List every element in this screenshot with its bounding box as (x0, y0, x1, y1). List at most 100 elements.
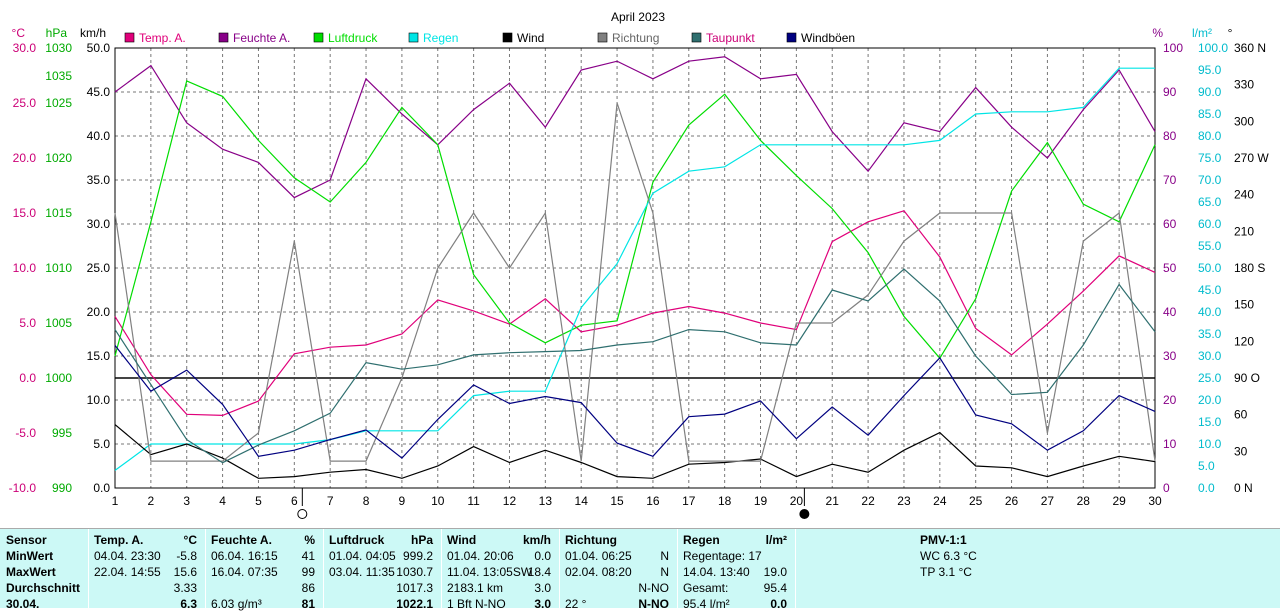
table-cell: 1022.1 (396, 597, 433, 611)
tick-label-rain_lm2: 80.0 (1198, 129, 1222, 143)
chart-title: April 2023 (611, 10, 665, 24)
table-cell: Gesamt: (683, 581, 729, 595)
tick-label-temp_c: 20.0 (13, 151, 37, 165)
tick-label-x: 9 (399, 494, 406, 508)
tick-label-x: 22 (861, 494, 875, 508)
table-cell: 16.04. 07:35 (211, 565, 278, 579)
table-cell: MinWert (6, 549, 54, 563)
tick-label-pressure_hpa: 1000 (45, 371, 72, 385)
axis-unit-rain_lm2: l/m² (1192, 26, 1212, 40)
tick-label-rain_lm2: 30.0 (1198, 349, 1222, 363)
tick-label-pressure_hpa: 1030 (45, 41, 72, 55)
tick-label-x: 28 (1077, 494, 1091, 508)
tick-label-rain_lm2: 85.0 (1198, 107, 1222, 121)
tick-label-x: 5 (255, 494, 262, 508)
tick-label-rain_lm2: 20.0 (1198, 393, 1222, 407)
tick-label-direction_deg: 240 (1234, 188, 1254, 202)
tick-label-x: 16 (646, 494, 660, 508)
tick-label-direction_deg: 0 N (1234, 481, 1253, 495)
table-cell: N (660, 565, 669, 579)
tick-label-x: 26 (1005, 494, 1019, 508)
tick-label-rain_lm2: 60.0 (1198, 217, 1222, 231)
series-line-4 (114, 424, 1156, 479)
tick-label-pressure_hpa: 1025 (45, 96, 72, 110)
table-cell: MaxWert (6, 565, 56, 579)
tick-label-direction_deg: 360 N (1234, 41, 1266, 55)
tick-label-speed_kmh: 5.0 (93, 437, 110, 451)
legend-label-6: Taupunkt (706, 31, 755, 45)
legend-swatch-4 (502, 32, 513, 43)
table-column-separator (441, 529, 442, 608)
table-column-separator (88, 529, 89, 608)
tick-label-percent: 40 (1163, 305, 1177, 319)
table-cell: 11.04. 13:05SW (447, 565, 533, 579)
tick-label-rain_lm2: 15.0 (1198, 415, 1222, 429)
tick-label-direction_deg: 270 W (1234, 151, 1269, 165)
legend-swatch-6 (691, 32, 702, 43)
tick-label-direction_deg: 300 (1234, 114, 1254, 128)
table-cell: 30.04. (6, 597, 40, 611)
table-cell: l/m² (765, 533, 787, 547)
legend-label-4: Wind (517, 31, 544, 45)
table-cell: Temp. A. (94, 533, 144, 547)
tick-label-pressure_hpa: 995 (52, 426, 72, 440)
weather-chart: April 2023°C hPa km/h% l/m² °30.025.020.015.… (9, 10, 1269, 519)
tick-label-rain_lm2: 40.0 (1198, 305, 1222, 319)
tick-label-x: 30 (1148, 494, 1162, 508)
table-cell: 999.2 (402, 549, 433, 563)
tick-label-rain_lm2: 90.0 (1198, 85, 1222, 99)
table-cell: 0.0 (534, 549, 551, 563)
new-moon-icon (799, 509, 810, 519)
series-line-0 (114, 210, 1156, 417)
table-cell: 0.0 (770, 597, 787, 611)
tick-label-temp_c: 15.0 (13, 206, 37, 220)
tick-label-percent: 50 (1163, 261, 1177, 275)
tick-label-x: 8 (363, 494, 370, 508)
tick-label-x: 11 (467, 494, 480, 508)
tick-label-x: 24 (933, 494, 947, 508)
table-cell: Richtung (565, 533, 617, 547)
table-cell: 95.4 (763, 581, 787, 595)
tick-label-speed_kmh: 20.0 (87, 305, 111, 319)
tick-label-speed_kmh: 45.0 (87, 85, 111, 99)
table-cell: Sensor (6, 533, 47, 547)
tick-label-x: 20 (790, 494, 804, 508)
table-cell: 1030.7 (396, 565, 433, 579)
table-cell: 03.04. 11:35 (329, 565, 395, 579)
legend-swatch-0 (124, 32, 135, 43)
table-cell: 3.0 (534, 597, 551, 611)
table-cell: N (660, 549, 669, 563)
table-cell: 02.04. 08:20 (565, 565, 632, 579)
table-cell: N-NO (638, 581, 669, 595)
tick-label-x: 12 (503, 494, 517, 508)
plot-frame (114, 47, 1156, 489)
tick-label-percent: 10 (1163, 437, 1177, 451)
legend-label-2: Luftdruck (328, 31, 378, 45)
tick-label-rain_lm2: 55.0 (1198, 239, 1222, 253)
tick-label-x: 1 (112, 494, 119, 508)
table-cell: -5.8 (176, 549, 197, 563)
table-cell: 01.04. 06:25 (565, 549, 632, 563)
table-cell: Regentage: 17 (683, 549, 762, 563)
table-cell: % (304, 533, 315, 547)
tick-label-x: 23 (897, 494, 911, 508)
series-line-7 (114, 345, 1156, 459)
legend-swatch-3 (408, 32, 419, 43)
legend-label-7: Windböen (801, 31, 855, 45)
tick-label-direction_deg: 120 (1234, 334, 1254, 348)
legend-swatch-2 (313, 32, 324, 43)
table-cell: Regen (683, 533, 720, 547)
tick-label-rain_lm2: 75.0 (1198, 151, 1222, 165)
tick-label-direction_deg: 330 (1234, 78, 1254, 92)
tick-label-rain_lm2: 35.0 (1198, 327, 1222, 341)
table-column-separator (323, 529, 324, 608)
tick-label-speed_kmh: 0.0 (93, 481, 110, 495)
tick-label-speed_kmh: 40.0 (87, 129, 111, 143)
table-cell: 04.04. 23:30 (94, 549, 161, 563)
table-cell: PMV-1:1 (920, 533, 967, 547)
tick-label-speed_kmh: 15.0 (87, 349, 111, 363)
tick-label-x: 27 (1041, 494, 1055, 508)
table-cell: hPa (410, 533, 433, 547)
legend-label-0: Temp. A. (139, 31, 186, 45)
table-cell: WC 6.3 °C (920, 549, 977, 563)
